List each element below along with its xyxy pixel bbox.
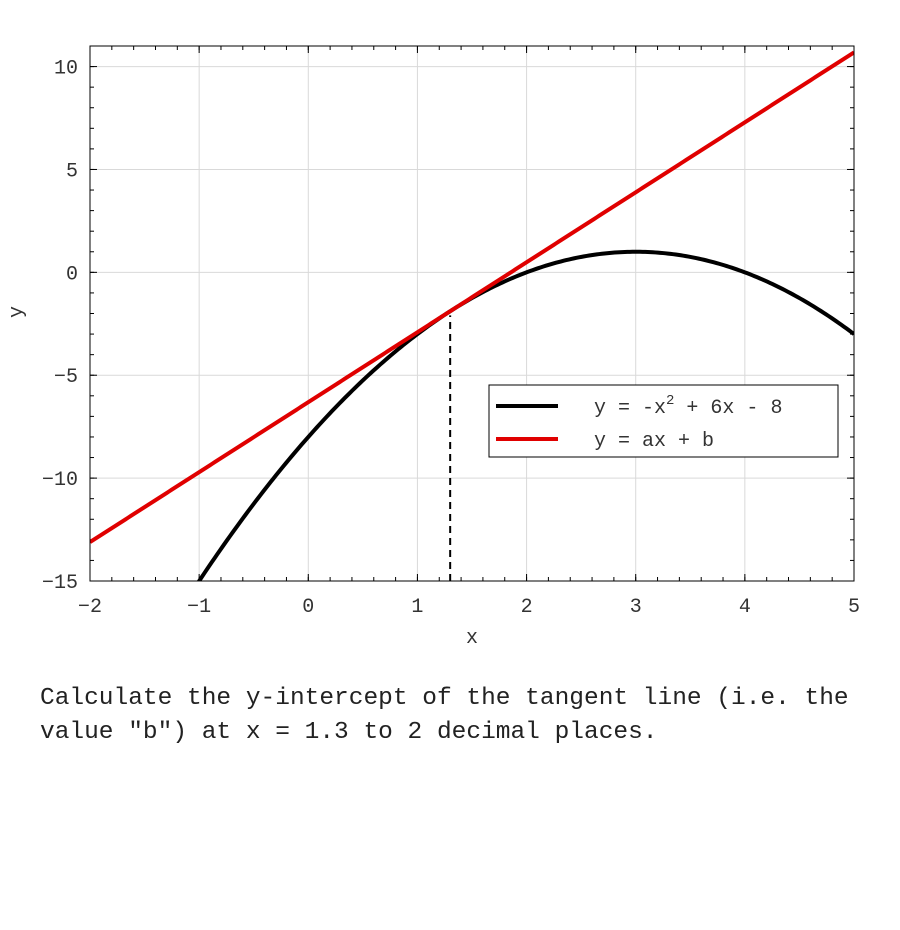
x-tick-label: 4 — [739, 596, 751, 619]
legend: y = -x2 + 6x - 8 y = ax + b — [488, 384, 839, 458]
x-tick-label: 5 — [848, 596, 860, 619]
x-tick-label: 1 — [411, 596, 423, 619]
x-tick-label: 3 — [630, 596, 642, 619]
legend-entry: y = ax + b — [594, 430, 714, 453]
x-tick-label: 0 — [302, 596, 314, 619]
x-tick-label: −2 — [78, 596, 102, 619]
tick-marks — [89, 45, 855, 582]
legend-entry: y = -x2 + 6x - 8 — [594, 393, 782, 420]
plot-area — [90, 50, 854, 581]
y-tick-label: −5 — [54, 366, 78, 389]
x-tick-label: −1 — [187, 596, 211, 619]
grid — [89, 46, 855, 582]
y-axis-label: y — [6, 306, 29, 318]
x-axis-label: x — [466, 627, 478, 650]
y-tick-label: 0 — [66, 263, 78, 286]
y-tick-label: 10 — [54, 58, 78, 81]
tangent-series-line — [90, 50, 854, 544]
axes-frame — [89, 45, 855, 582]
question-text: Calculate the y-intercept of the tangent… — [40, 685, 849, 746]
y-tick-label: −15 — [42, 572, 78, 595]
x-tick-label: 2 — [521, 596, 533, 619]
y-tick-label: −10 — [42, 469, 78, 492]
y-tick-label: 5 — [66, 160, 78, 183]
legend-box — [488, 384, 839, 458]
